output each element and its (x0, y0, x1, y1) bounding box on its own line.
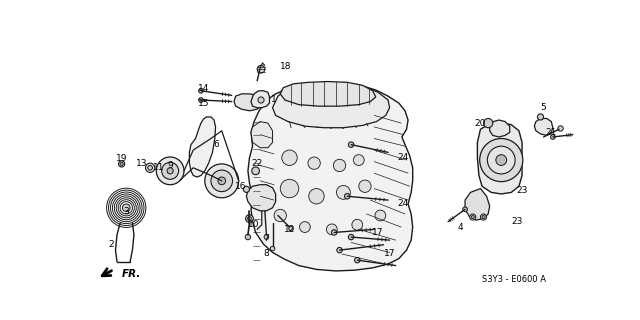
Circle shape (120, 162, 123, 165)
Circle shape (482, 215, 485, 219)
Polygon shape (251, 91, 269, 108)
Polygon shape (248, 83, 413, 271)
Circle shape (480, 139, 523, 182)
Text: 19: 19 (116, 154, 127, 163)
Circle shape (211, 170, 232, 192)
Text: 21: 21 (546, 128, 557, 137)
Text: 24: 24 (398, 153, 409, 162)
Circle shape (118, 161, 125, 167)
Circle shape (167, 168, 173, 174)
Circle shape (162, 162, 179, 179)
Circle shape (258, 97, 264, 103)
Circle shape (252, 167, 259, 175)
Text: 16: 16 (234, 182, 246, 191)
Text: 10: 10 (248, 220, 260, 229)
Polygon shape (490, 120, 509, 137)
Circle shape (280, 179, 299, 198)
Circle shape (484, 118, 493, 128)
Text: 23: 23 (516, 186, 528, 195)
Circle shape (348, 142, 354, 147)
Circle shape (550, 135, 555, 139)
Polygon shape (280, 82, 376, 106)
Circle shape (205, 164, 239, 198)
Circle shape (274, 209, 287, 222)
Polygon shape (246, 185, 276, 211)
Text: 3: 3 (124, 207, 129, 216)
Text: 7: 7 (264, 234, 269, 243)
Text: 23: 23 (511, 217, 522, 226)
Circle shape (359, 180, 371, 192)
Circle shape (270, 246, 275, 251)
Circle shape (333, 159, 346, 172)
Text: 22: 22 (252, 159, 263, 168)
Circle shape (353, 155, 364, 165)
Text: 9: 9 (167, 161, 173, 170)
Circle shape (463, 207, 467, 212)
Circle shape (337, 247, 342, 253)
Circle shape (488, 146, 515, 174)
Text: 8: 8 (264, 250, 269, 259)
Circle shape (558, 126, 563, 131)
Circle shape (257, 65, 265, 73)
Text: 6: 6 (214, 140, 220, 149)
Circle shape (218, 177, 225, 185)
Text: 13: 13 (136, 159, 147, 168)
Circle shape (496, 155, 507, 165)
Circle shape (289, 226, 293, 231)
Circle shape (348, 234, 354, 240)
Text: 4: 4 (458, 222, 463, 232)
Polygon shape (251, 122, 273, 148)
Text: 1: 1 (271, 95, 277, 105)
Circle shape (471, 215, 474, 219)
Circle shape (282, 150, 297, 165)
Polygon shape (273, 82, 390, 128)
Circle shape (481, 214, 486, 220)
Circle shape (122, 204, 130, 212)
Polygon shape (534, 118, 553, 135)
Text: S3Y3 - E0600 A: S3Y3 - E0600 A (482, 275, 546, 284)
Polygon shape (477, 123, 522, 194)
Text: 15: 15 (198, 99, 209, 108)
Circle shape (245, 234, 251, 240)
Circle shape (326, 224, 337, 235)
Text: FR.: FR. (122, 269, 141, 279)
Circle shape (264, 235, 269, 239)
Polygon shape (465, 188, 490, 220)
Circle shape (355, 258, 360, 263)
Circle shape (470, 214, 476, 220)
Circle shape (308, 188, 324, 204)
Circle shape (243, 186, 250, 192)
Circle shape (248, 217, 252, 220)
Text: 11: 11 (153, 163, 164, 172)
Circle shape (198, 98, 204, 102)
Circle shape (156, 157, 184, 185)
Circle shape (246, 215, 253, 222)
Circle shape (332, 230, 337, 235)
Circle shape (198, 88, 204, 93)
Text: 12: 12 (284, 225, 295, 234)
Text: 5: 5 (541, 103, 547, 112)
Text: 17: 17 (372, 228, 384, 237)
Circle shape (375, 210, 386, 221)
Polygon shape (189, 117, 216, 177)
Circle shape (300, 222, 310, 232)
Text: 18: 18 (280, 62, 291, 71)
Circle shape (538, 114, 543, 120)
Circle shape (352, 219, 363, 230)
Circle shape (148, 165, 152, 170)
Circle shape (308, 157, 320, 169)
Polygon shape (234, 94, 262, 111)
Circle shape (344, 194, 350, 199)
Text: 24: 24 (398, 199, 409, 208)
Circle shape (145, 163, 155, 172)
Text: 14: 14 (198, 84, 209, 93)
Text: 20: 20 (475, 119, 486, 128)
Circle shape (337, 186, 350, 199)
Text: 2: 2 (108, 240, 114, 249)
Text: 17: 17 (384, 250, 396, 259)
